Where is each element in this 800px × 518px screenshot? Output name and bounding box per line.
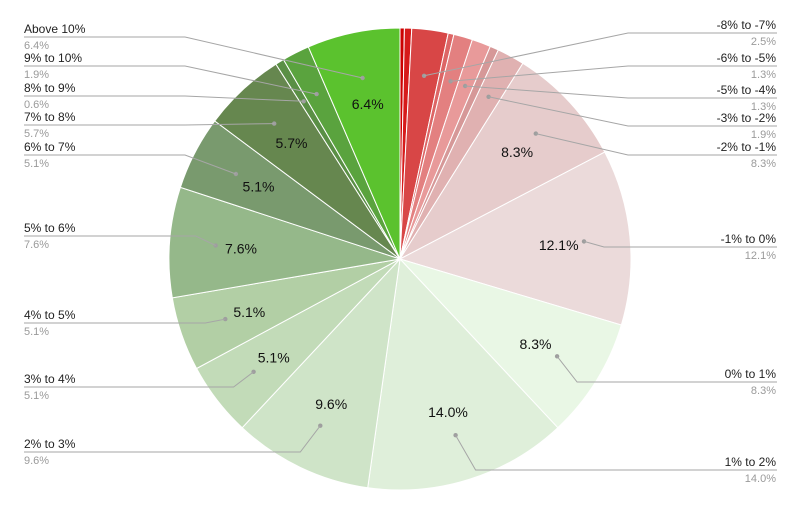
leader-line-9pct-to-10pct [24,65,317,95]
pie-slice-1pct-to-2pct [367,257,559,491]
slice-percent-label-3pct-to-4pct: 5.1% [24,390,49,402]
leader-line-7pct-to-8pct [24,123,275,126]
leader-line-5pct-to-4pct [465,85,777,99]
pie-slice-2pct-to-1pct [398,62,606,261]
leader-line-6pct-to-7pct [24,154,237,175]
leader-line-3pct-to-4pct [24,371,254,388]
leader-line-8pct-to-7pct [423,32,777,77]
leader-line-4pct-to-5pct [24,318,226,324]
leader-dot-1pct-to-2pct [453,433,458,438]
slice-category-label-3pct-to-4pct: 3% to 4% [24,372,76,386]
slice-percent-label-above-10pct: 6.4% [24,40,49,52]
slice-category-label-7pct-to-8pct: 7% to 8% [24,110,76,124]
pie-slice-1pct-to-0pct [398,151,632,326]
slice-category-label-6pct-to-7pct: 6% to 7% [24,140,76,154]
slice-value-label-4pct-to-5pct: 5.1% [233,304,265,320]
slice-category-label-9pct-to-10pct: 9% to 10% [24,51,82,65]
leader-dot-3pct-to-2pct [486,94,491,100]
slice-value-label-above-10pct: 6.4% [352,96,384,112]
slice-percent-label-3pct-to-2pct: 1.9% [751,129,776,141]
leader-line-3pct-to-2pct [488,96,777,127]
slice-value-label-6pct-to-7pct: 5.1% [243,179,275,195]
slice-percent-label-5pct-to-6pct: 7.6% [24,239,49,251]
leader-dot-6pct-to-5pct [448,79,453,84]
slice-category-label-4pct-to-5pct: 4% to 5% [24,308,76,322]
slice-category-label-1pct-to-2pct: 1% to 2% [725,455,777,469]
pie-slice-2pct-to-3pct [241,257,401,489]
slice-category-label-6pct-to-5pct: -6% to -5% [717,51,777,65]
leader-line-2pct-to-3pct [24,425,321,453]
slice-category-label-5pct-to-4pct: -5% to -4% [717,83,777,97]
leader-dot-4pct-to-5pct [223,316,228,322]
slice-percent-label-0pct-to-1pct: 8.3% [751,385,776,397]
slice-percent-label-9pct-to-10pct: 1.9% [24,69,49,81]
slice-percent-label-8pct-to-7pct: 2.5% [751,36,776,48]
leader-dot-5pct-to-4pct [462,83,468,89]
leader-line-6pct-to-5pct [450,65,777,82]
slice-percent-label-6pct-to-7pct: 5.1% [24,158,49,170]
slice-value-label-2pct-to-3pct: 9.6% [315,396,347,412]
slice-category-label-1pct-to-0pct: -1% to 0% [721,232,777,246]
slice-percent-label-7pct-to-8pct: 5.7% [24,128,49,140]
slice-value-label-3pct-to-4pct: 5.1% [258,349,290,365]
slice-category-label-2pct-to-3pct: 2% to 3% [24,437,76,451]
pie-leader-lines [24,32,777,471]
slice-category-label-8pct-to-9pct: 8% to 9% [24,81,76,95]
pie-slice-5pct-to-6pct [168,186,401,299]
slice-value-label-1pct-to-2pct: 14.0% [428,404,468,420]
leader-line-8pct-to-9pct [24,95,304,102]
slice-value-label-7pct-to-8pct: 5.7% [276,135,308,151]
slice-percent-label-5pct-to-4pct: 1.3% [751,101,776,113]
slice-category-label-5pct-to-6pct: 5% to 6% [24,221,76,235]
leader-line-1pct-to-2pct [455,434,777,471]
slice-value-label-5pct-to-6pct: 7.6% [225,240,257,256]
slice-value-label-2pct-to-1pct: 8.3% [501,144,533,160]
slice-percent-label-1pct-to-2pct: 14.0% [745,473,776,485]
slice-value-label-0pct-to-1pct: 8.3% [520,336,552,352]
slice-category-label-2pct-to-1pct: -2% to -1% [717,140,777,154]
leader-dot-8pct-to-7pct [421,73,427,79]
pie-slice-0pct-to-1pct [398,257,622,429]
slice-value-label-1pct-to-0pct: 12.1% [539,237,579,253]
pie-outside-labels: -8% to -7% 2.5% -6% to -5% 1.3% -5% to -4% 1.… [24,18,776,485]
leader-line-above-10pct [24,36,363,79]
slice-category-label-0pct-to-1pct: 0% to 1% [725,367,777,381]
leader-line-0pct-to-1pct [556,355,777,383]
slice-percent-label-2pct-to-3pct: 9.6% [24,455,49,467]
leader-line-1pct-to-0pct [583,240,777,248]
leader-line-2pct-to-1pct [535,133,777,156]
slice-category-label-above-10pct: Above 10% [24,22,86,36]
slice-percent-label-6pct-to-5pct: 1.3% [751,69,776,81]
pie-inside-labels: 8.3% 12.1% 8.3% 14.0% 9.6% 5.1% 5.1% 7.6% 5.1% 5.… [225,96,579,420]
slice-category-label-8pct-to-7pct: -8% to -7% [717,18,777,32]
slice-category-label-3pct-to-2pct: -3% to -2% [717,111,777,125]
slice-percent-label-8pct-to-9pct: 0.6% [24,99,49,111]
pie-slice-above-10pct [307,27,401,260]
pie-slices [168,27,632,491]
slice-percent-label-1pct-to-0pct: 12.1% [745,250,776,262]
slice-percent-label-4pct-to-5pct: 5.1% [24,326,49,338]
slice-percent-label-2pct-to-1pct: 8.3% [751,158,776,170]
leader-line-5pct-to-6pct [24,235,216,246]
